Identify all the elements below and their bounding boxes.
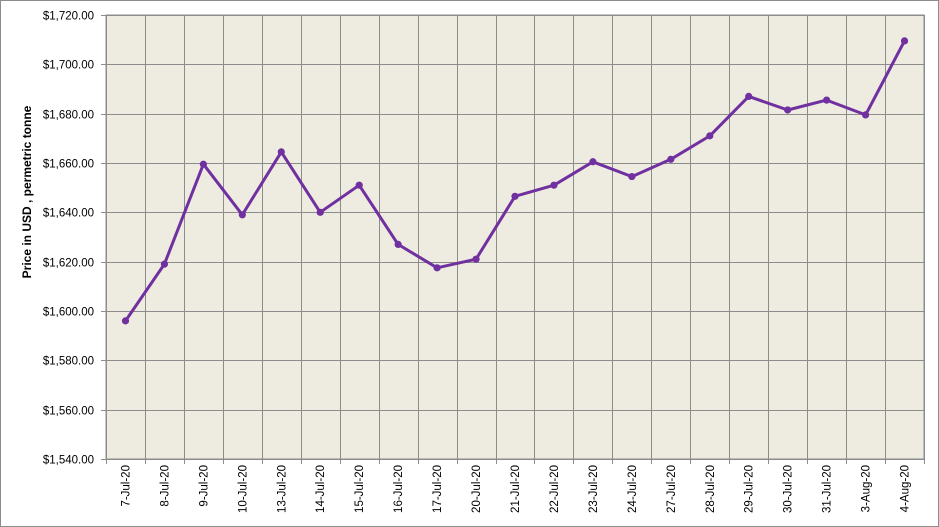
x-tick-label: 30-Jul-20 [783,465,795,513]
x-tick-label: 21-Jul-20 [510,465,522,513]
data-point [316,208,324,216]
x-tick-label: 14-Jul-20 [315,465,327,513]
x-tick-label: 13-Jul-20 [276,465,288,513]
x-tick-label: 28-Jul-20 [705,465,717,513]
x-tick-label: 4-Aug-20 [900,465,912,512]
data-point [589,158,597,166]
data-point [511,192,519,200]
x-tick-label: 3-Aug-20 [861,465,873,512]
data-point [784,106,792,114]
y-tick-label: $1,620.00 [43,258,94,270]
x-axis-tick-labels: 7-Jul-20 8-Jul-20 9-Jul-20 10-Jul-20 13-Jul-… [120,465,911,513]
y-tick-label: $1,640.00 [43,208,94,220]
y-tick-label: $1,540.00 [43,455,94,467]
data-point [394,240,402,248]
plot-area [105,14,925,460]
x-tick-label: 23-Jul-20 [588,465,600,513]
data-point [433,264,441,272]
data-point [121,317,130,325]
data-point [667,155,675,163]
grid-lines [101,15,925,464]
data-point [355,181,363,189]
x-tick-label: 9-Jul-20 [198,465,210,507]
x-tick-label: 24-Jul-20 [627,465,639,513]
x-tick-label: 15-Jul-20 [354,465,366,513]
x-tick-label: 27-Jul-20 [666,465,678,513]
x-tick-label: 22-Jul-20 [549,465,561,513]
y-tick-label: $1,660.00 [43,159,94,171]
y-axis-tick-labels: $1,540.00 $1,560.00 $1,580.00 $1,600.00 $1,6… [43,11,94,467]
data-point [277,148,285,156]
data-point [472,255,480,263]
data-point [238,211,246,219]
y-tick-label: $1,600.00 [43,307,94,319]
data-point [861,111,870,119]
data-point [706,132,714,140]
y-tick-label: $1,580.00 [43,356,94,368]
data-point [628,172,636,181]
x-tick-label: 29-Jul-20 [744,465,756,513]
x-tick-label: 10-Jul-20 [237,465,249,513]
data-point [199,160,207,168]
series-layer [121,37,909,325]
data-point [900,37,909,45]
y-axis-title: Price in USD , permetric tonne [20,105,34,278]
x-tick-label: 17-Jul-20 [432,465,444,513]
x-tick-label: 7-Jul-20 [120,465,132,507]
y-tick-label: $1,720.00 [43,11,94,23]
x-tick-label: 31-Jul-20 [822,465,834,513]
y-tick-label: $1,680.00 [43,110,94,122]
y-tick-label: $1,560.00 [43,406,94,418]
data-point [550,181,558,189]
x-tick-label: 16-Jul-20 [393,465,405,513]
data-point [823,96,831,104]
data-point [160,260,169,268]
x-tick-label: 20-Jul-20 [471,465,483,513]
x-tick-label: 8-Jul-20 [159,465,171,507]
data-point [745,92,753,100]
y-tick-label: $1,700.00 [43,60,94,72]
